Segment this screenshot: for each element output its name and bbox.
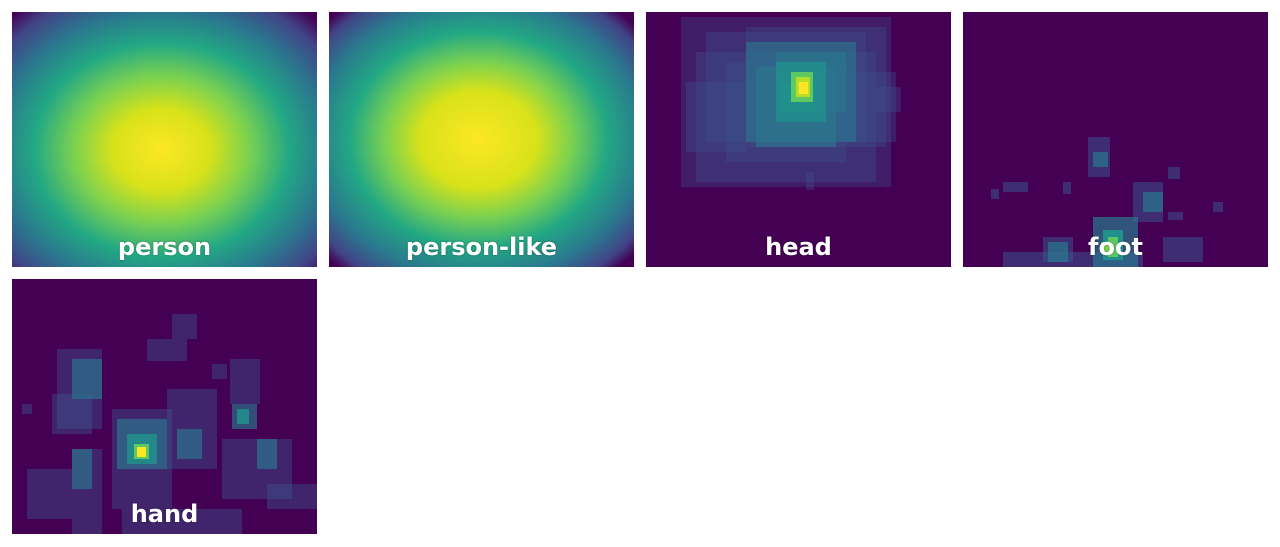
heatmap-person: person xyxy=(12,12,317,267)
heatmap-hand: hand xyxy=(12,279,317,534)
heatmap-person-like: person-like xyxy=(329,12,634,267)
heatmap-head: head xyxy=(646,12,951,267)
heatmap-person-image xyxy=(12,12,317,267)
heatmap-hand-image xyxy=(12,279,317,534)
heatmap-person-like-image xyxy=(329,12,634,267)
heatmap-foot: foot xyxy=(963,12,1268,267)
heatmap-head-image xyxy=(646,12,951,267)
heatmap-foot-image xyxy=(963,12,1268,267)
